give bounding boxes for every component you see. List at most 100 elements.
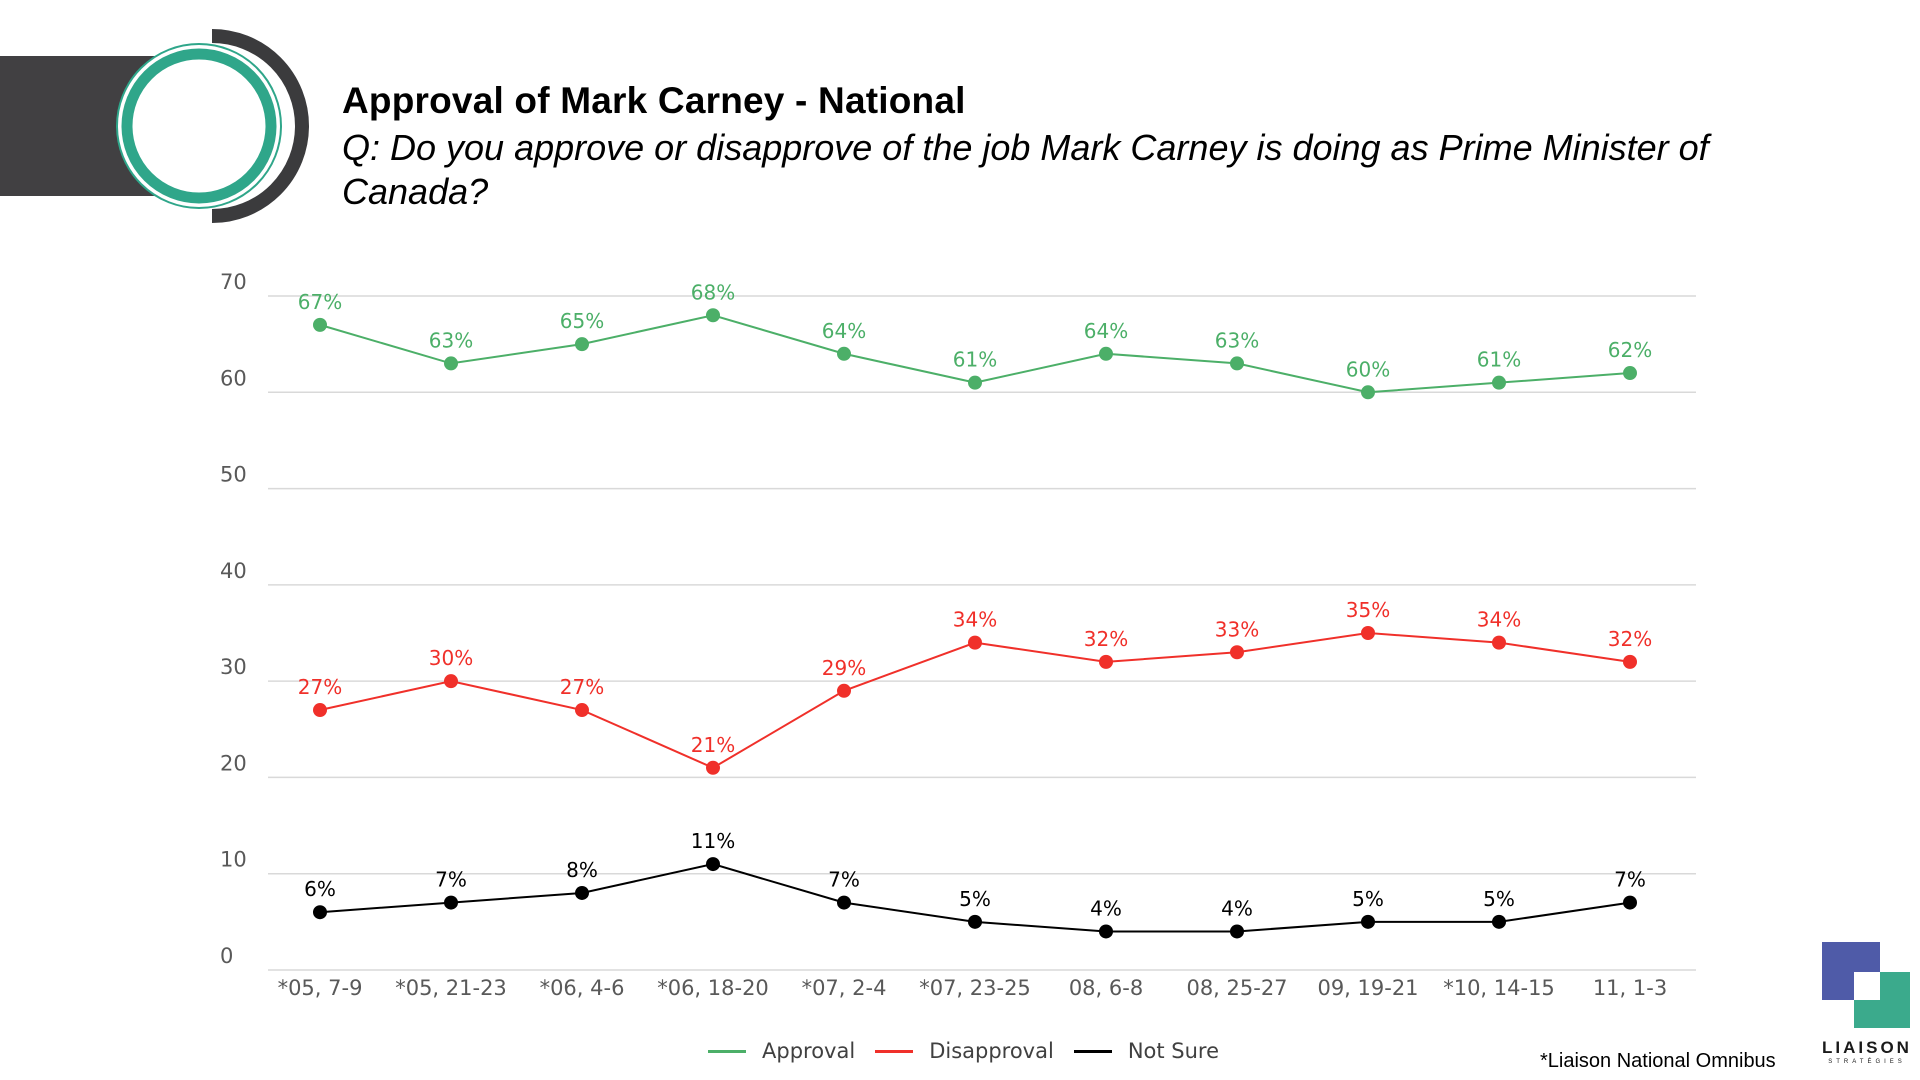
data-point — [968, 635, 982, 650]
x-tick-label: *07, 23-25 — [919, 976, 1031, 1000]
legend-item-disapproval: Disapproval — [875, 1039, 1054, 1063]
axis-layer: 0 10 20 30 40 50 60 70 *05, 7-9 *05, 21-23 *06, 4-… — [220, 270, 1667, 1000]
x-tick-label: *05, 7-9 — [278, 976, 363, 1000]
y-tick-label: 30 — [220, 655, 247, 679]
liaison-logo: LIAISON STRATÉGIES — [1820, 940, 1914, 1070]
data-label: 7% — [1614, 868, 1646, 892]
data-point — [706, 308, 720, 323]
x-tick-label: 08, 25-27 — [1186, 976, 1287, 1000]
source-footnote: *Liaison National Omnibus — [1540, 1050, 1776, 1072]
data-point — [1361, 914, 1375, 929]
data-point — [1099, 346, 1113, 361]
data-point — [313, 703, 327, 718]
data-point — [1361, 385, 1375, 400]
legend-label-disapproval: Disapproval — [929, 1039, 1054, 1063]
series-line-disapproval — [319, 631, 1631, 769]
data-label: 62% — [1608, 338, 1652, 362]
grid-layer — [268, 295, 1696, 971]
data-point — [1492, 635, 1506, 650]
label-layer: 67% 63% 65% 68% 64% 61% 64% 63% 60% 61% 62% 27% 30% 2… — [298, 280, 1652, 920]
legend-swatch-disapproval — [875, 1049, 914, 1053]
data-point — [1230, 356, 1244, 371]
data-point — [1099, 924, 1113, 939]
data-label: 64% — [1084, 319, 1128, 343]
header-ring-icon — [116, 29, 309, 223]
survey-question: Q: Do you approve or disapprove of the j… — [342, 127, 1709, 212]
data-label: 30% — [429, 646, 473, 670]
data-point — [1099, 654, 1113, 669]
data-point — [1492, 375, 1506, 390]
data-point — [1623, 895, 1637, 910]
data-label: 61% — [1477, 348, 1521, 372]
data-label: 33% — [1215, 617, 1259, 641]
data-label: 11% — [691, 829, 735, 853]
data-label: 68% — [691, 280, 735, 304]
legend-item-not-sure: Not Sure — [1073, 1039, 1219, 1063]
data-label: 67% — [298, 290, 342, 314]
data-point — [575, 885, 589, 900]
y-tick-label: 10 — [220, 848, 247, 872]
x-tick-label: 08, 6-8 — [1069, 976, 1143, 1000]
data-point — [575, 337, 589, 352]
y-tick-label: 40 — [220, 559, 247, 583]
data-point — [444, 356, 458, 371]
data-label: 61% — [953, 348, 997, 372]
data-label: 32% — [1608, 627, 1652, 651]
y-tick-label: 20 — [220, 751, 247, 775]
data-point — [837, 346, 851, 361]
legend-item-approval: Approval — [708, 1039, 855, 1063]
x-tick-label: 09, 19-21 — [1317, 976, 1418, 1000]
x-tick-label: 11, 1-3 — [1593, 976, 1667, 1000]
data-label: 4% — [1221, 896, 1253, 920]
data-point — [1623, 366, 1637, 381]
x-tick-label: *05, 21-23 — [395, 976, 507, 1000]
data-point — [444, 895, 458, 910]
chart-legend: Approval Disapproval Not Sure — [708, 1039, 1239, 1063]
y-tick-label: 50 — [220, 463, 247, 487]
logo-square-white — [1854, 972, 1880, 1000]
data-label: 7% — [828, 868, 860, 892]
x-tick-label: *07, 2-4 — [802, 976, 887, 1000]
data-point — [575, 703, 589, 718]
logo-subtitle: STRATÉGIES — [1828, 1059, 1906, 1065]
x-tick-label: *06, 4-6 — [540, 976, 625, 1000]
data-label: 21% — [691, 733, 735, 757]
data-label: 4% — [1090, 896, 1122, 920]
series-layer — [313, 308, 1637, 939]
y-tick-label: 60 — [220, 366, 247, 390]
data-label: 32% — [1084, 627, 1128, 651]
data-point — [968, 914, 982, 929]
data-point — [837, 895, 851, 910]
y-tick-label: 70 — [220, 270, 247, 294]
data-label: 60% — [1346, 357, 1390, 381]
data-point — [444, 674, 458, 689]
data-label: 34% — [1477, 608, 1521, 632]
data-label: 34% — [953, 608, 997, 632]
data-label: 64% — [822, 319, 866, 343]
data-point — [1623, 654, 1637, 669]
data-point — [1361, 626, 1375, 640]
data-label: 63% — [429, 328, 473, 352]
data-label: 65% — [560, 309, 604, 333]
data-label: 63% — [1215, 328, 1259, 352]
data-label: 27% — [560, 675, 604, 699]
data-point — [706, 857, 720, 872]
data-point — [968, 375, 982, 390]
data-label: 27% — [298, 675, 342, 699]
legend-label-approval: Approval — [762, 1039, 856, 1063]
logo-wordmark: LIAISON — [1822, 1038, 1912, 1057]
data-label: 5% — [1483, 887, 1515, 911]
legend-swatch-approval — [708, 1049, 746, 1053]
x-tick-label: *06, 18-20 — [657, 976, 769, 1000]
x-tick-label: *10, 14-15 — [1443, 976, 1555, 1000]
data-point — [1492, 914, 1506, 929]
data-label: 8% — [566, 858, 598, 882]
data-label: 29% — [822, 656, 866, 680]
data-point — [313, 317, 327, 332]
data-label: 35% — [1346, 598, 1390, 622]
legend-swatch-not-sure — [1073, 1049, 1112, 1053]
data-label: 5% — [1352, 887, 1384, 911]
page-title: Approval of Mark Carney - National — [342, 80, 966, 121]
